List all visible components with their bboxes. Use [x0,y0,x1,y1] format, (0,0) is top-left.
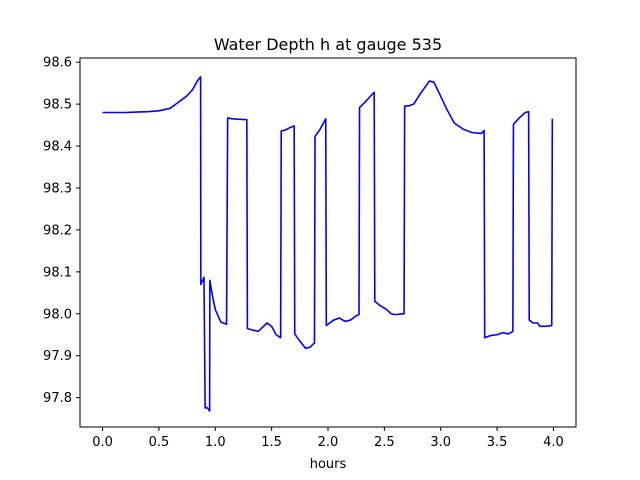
series-line [102,76,554,412]
x-tick-label: 3.0 [430,435,451,450]
x-tick-label: 4.0 [543,435,564,450]
y-tick-label: 98.5 [43,98,72,113]
x-tick-label: 1.5 [261,435,282,450]
chart-title: Water Depth h at gauge 535 [214,35,442,54]
x-tick-label: 2.5 [374,435,395,450]
x-axis: 0.0 0.5 1.0 1.5 2.0 2.5 3.0 3.5 4.0 [92,427,564,450]
y-tick-label: 98.2 [43,223,72,238]
y-tick-label: 98.4 [43,140,72,155]
x-tick-label: 2.0 [318,435,339,450]
y-tick-label: 98.1 [43,265,72,280]
x-axis-label: hours [310,457,347,472]
plot-area [80,58,576,427]
y-tick-label: 98.6 [43,56,72,71]
x-tick-label: 0.0 [92,435,113,450]
x-tick-label: 1.0 [205,435,226,450]
x-tick-label: 0.5 [149,435,170,450]
y-tick-label: 97.9 [43,349,72,364]
y-tick-label: 98.3 [43,181,72,196]
y-tick-label: 97.8 [43,391,72,406]
y-axis: 97.8 97.9 98.0 98.1 98.2 98.3 98.4 98.5 98.6 [43,56,80,406]
series-layer [102,76,554,412]
y-tick-label: 98.0 [43,307,72,322]
x-tick-label: 3.5 [487,435,508,450]
